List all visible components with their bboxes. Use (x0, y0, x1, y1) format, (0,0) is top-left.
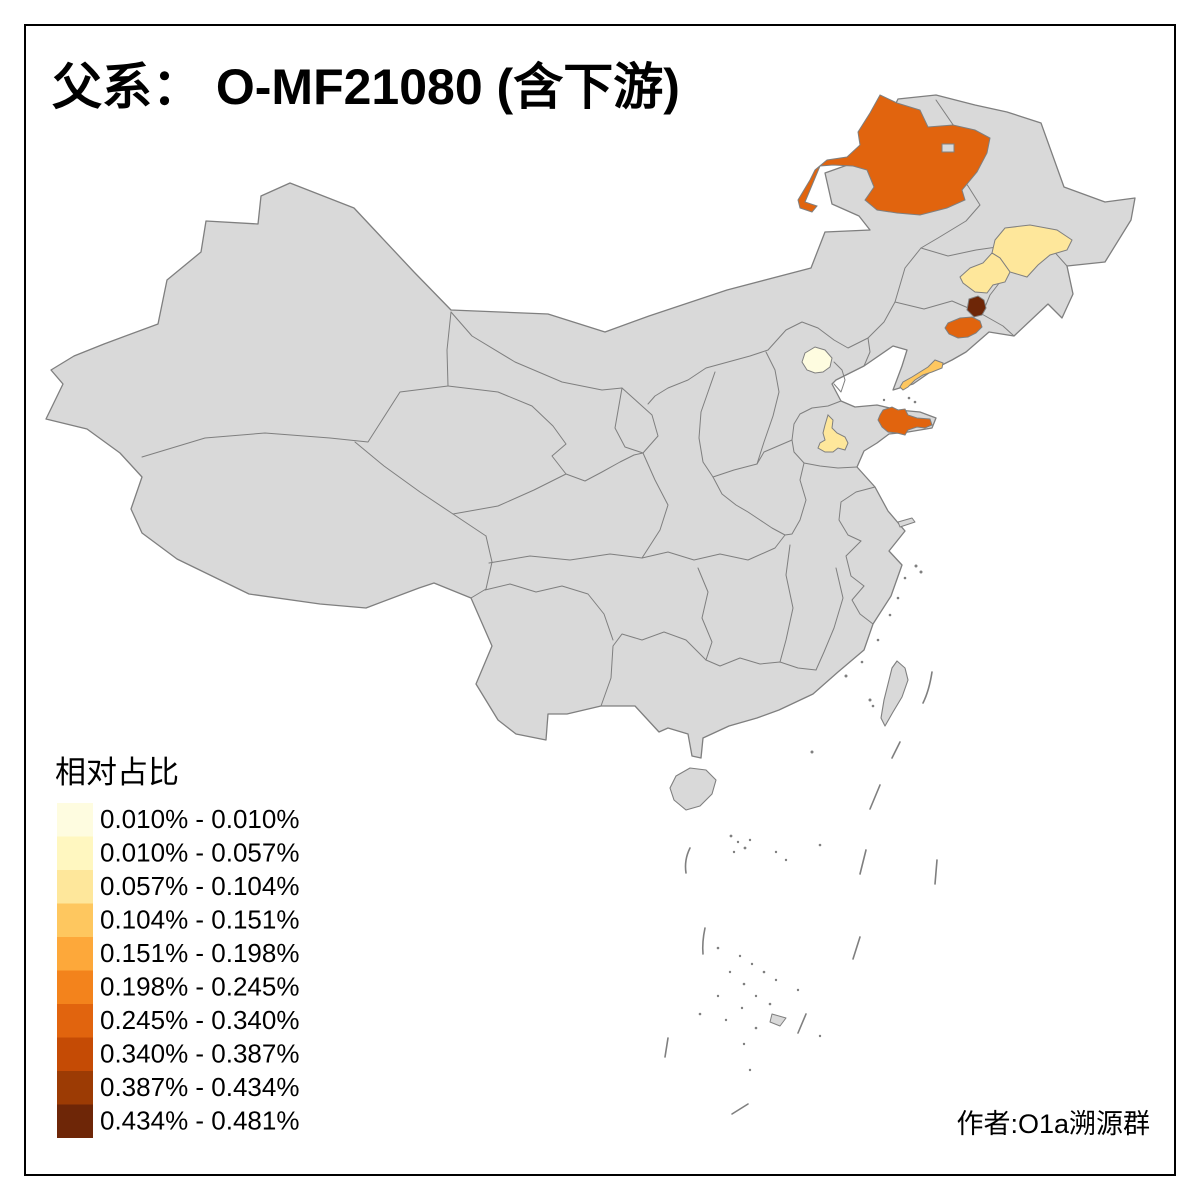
legend-label: 0.151% - 0.198% (100, 938, 299, 968)
province-boundaries (141, 99, 1068, 707)
nine-dash-line (664, 671, 938, 1115)
region-dalian (899, 359, 944, 391)
region-zibo (817, 414, 849, 453)
mainland-outline (45, 94, 1136, 759)
legend-swatch (57, 1004, 93, 1038)
legend-label: 0.010% - 0.057% (100, 838, 299, 868)
legend-swatch (57, 1071, 93, 1105)
region-beijing (801, 346, 833, 374)
region-siping-dark (966, 295, 987, 318)
region-hulunbuir (797, 94, 991, 216)
legend-swatch (57, 803, 93, 837)
legend-label: 0.245% - 0.340% (100, 1005, 299, 1035)
legend-label: 0.198% - 0.245% (100, 972, 299, 1002)
legend-swatch (57, 970, 93, 1004)
legend-swatch (57, 1104, 93, 1138)
legend-label: 0.387% - 0.434% (100, 1072, 299, 1102)
hainan-island (669, 767, 717, 811)
region-tieling (944, 316, 983, 339)
legend-label: 0.057% - 0.104% (100, 871, 299, 901)
page-title: 父系： O-MF21080 (含下游) (52, 59, 680, 115)
region-songyuan (959, 252, 1011, 294)
chongming-island (897, 517, 916, 528)
frame-border (24, 24, 1176, 1176)
spratly-islet (769, 1013, 787, 1027)
legend-label: 0.340% - 0.387% (100, 1039, 299, 1069)
taiwan-island (880, 660, 909, 727)
legend-label: 0.434% - 0.481% (100, 1106, 299, 1136)
legend-swatch (57, 836, 93, 870)
legend-swatch (57, 870, 93, 904)
legend-label: 0.104% - 0.151% (100, 905, 299, 935)
region-hulunbuir-enclave (941, 143, 955, 153)
attribution-text: 作者:O1a溯源群 (956, 1109, 1150, 1139)
region-yantai (877, 406, 933, 436)
legend-swatch (57, 903, 93, 937)
colored-regions (797, 94, 1073, 453)
coastal-islets (698, 396, 923, 1072)
legend-swatch (57, 1037, 93, 1071)
china-map (45, 94, 1136, 1115)
legend: 相对占比 0.010% - 0.010% 0.010% - 0.057% 0.0… (55, 755, 299, 1138)
legend-title: 相对占比 (55, 755, 179, 790)
legend-label: 0.010% - 0.010% (100, 804, 299, 834)
legend-swatch (57, 937, 93, 971)
